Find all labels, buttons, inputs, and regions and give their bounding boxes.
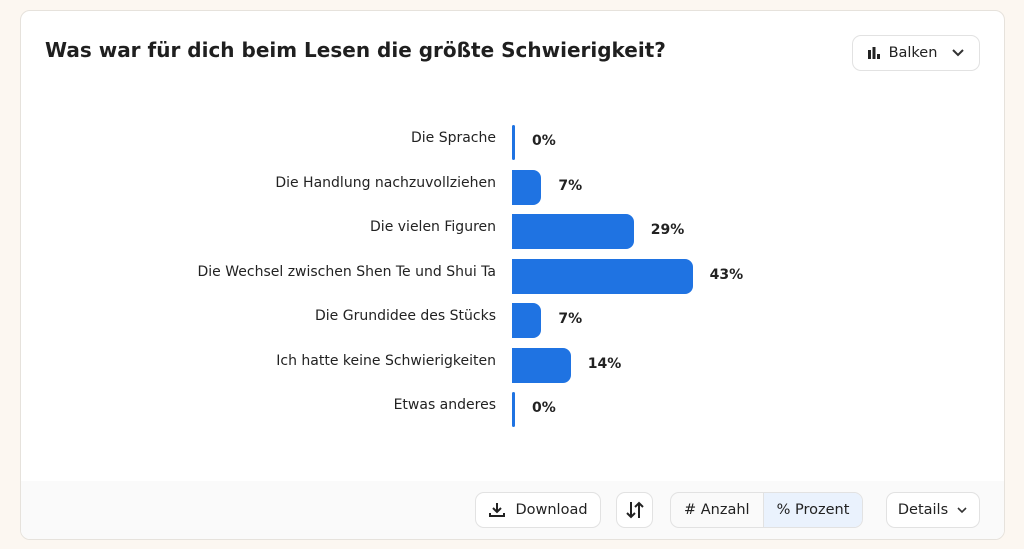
bar[interactable] <box>512 258 693 294</box>
download-icon <box>489 503 506 517</box>
chart-type-label: Balken <box>888 45 938 61</box>
bar[interactable] <box>512 392 515 427</box>
value-label: 0% <box>532 133 556 149</box>
bar[interactable] <box>512 303 542 338</box>
value-label: 29% <box>650 222 685 238</box>
bar[interactable] <box>512 214 634 249</box>
category-label: Ich hatte keine Schwierigkeiten <box>276 352 496 369</box>
category-label: Die Wechsel zwischen Shen Te und Shui Ta <box>197 263 496 280</box>
value-label: 14% <box>587 355 622 372</box>
category-label: Die vielen Figuren <box>370 219 496 235</box>
count-option[interactable]: # Anzahl <box>671 493 764 527</box>
download-button[interactable]: Download <box>475 492 601 528</box>
value-label: 7% <box>558 311 583 327</box>
category-label: Die Handlung nachzuvollziehen <box>275 174 496 191</box>
category-label: Die Grundidee des Stücks <box>314 308 496 324</box>
download-label: Download <box>515 502 588 518</box>
sort-arrows-icon <box>625 501 644 519</box>
chart-type-select[interactable]: Balken <box>852 35 980 71</box>
bar-chart-icon <box>867 47 880 59</box>
bar[interactable] <box>512 169 542 205</box>
percent-option[interactable]: % Prozent <box>763 493 863 527</box>
value-label: 43% <box>709 266 744 283</box>
sort-button[interactable] <box>616 492 653 528</box>
category-label: Die Sprache <box>410 130 496 146</box>
chevron-down-icon <box>957 507 967 514</box>
category-label: Etwas anderes <box>393 397 496 413</box>
value-label: 0% <box>532 400 556 416</box>
bar[interactable] <box>512 125 515 160</box>
display-mode-toggle: # Anzahl % Prozent <box>670 492 864 528</box>
value-label: 7% <box>558 177 583 194</box>
chart-card: Was war für dich beim Lesen die größte S… <box>20 10 1005 540</box>
bar[interactable] <box>512 347 571 383</box>
details-label: Details <box>897 502 949 518</box>
details-button[interactable]: Details <box>886 492 980 528</box>
page-title: Was war für dich beim Lesen die größte S… <box>45 38 666 62</box>
chevron-down-icon <box>952 49 965 57</box>
